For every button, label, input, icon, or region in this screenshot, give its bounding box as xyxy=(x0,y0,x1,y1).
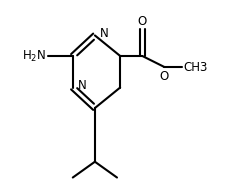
Text: O: O xyxy=(160,70,169,83)
Text: H$_2$N: H$_2$N xyxy=(22,48,46,63)
Text: N: N xyxy=(77,80,86,93)
Text: O: O xyxy=(138,15,147,28)
Text: CH3: CH3 xyxy=(183,61,208,74)
Text: N: N xyxy=(100,27,108,40)
